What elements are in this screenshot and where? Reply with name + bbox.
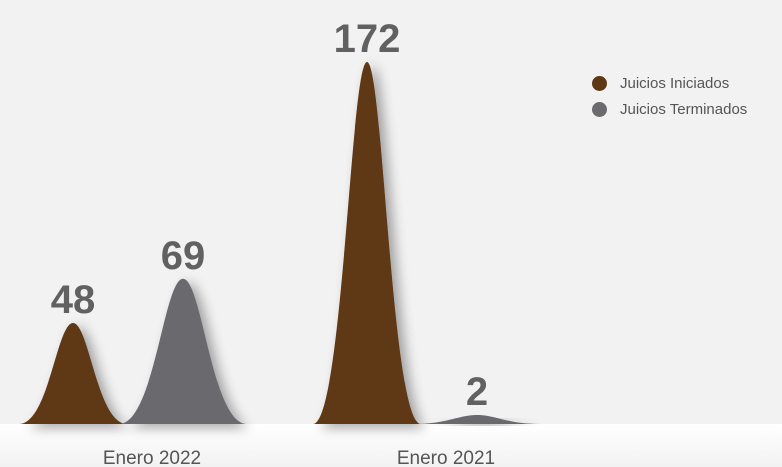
value-label-terminados-0: 69 (161, 234, 206, 278)
legend-item-terminados[interactable]: Juicios Terminados (592, 96, 778, 122)
legend: Juicios Iniciados Juicios Terminados (592, 70, 778, 122)
peak-terminados-1 (413, 415, 541, 424)
category-label-0: Enero 2022 (103, 448, 201, 467)
value-labels-group: 48 69 172 2 (51, 17, 488, 414)
floor-band (0, 424, 782, 467)
legend-dot-terminados (592, 101, 607, 117)
peak-terminados-0 (119, 278, 247, 424)
peak-iniciados-0 (19, 322, 127, 424)
peaks-group (19, 62, 541, 424)
peak-iniciados-1 (313, 62, 421, 424)
legend-dot-iniciados (592, 75, 607, 91)
legend-label-iniciados: Juicios Iniciados (620, 74, 730, 92)
category-labels-group: Enero 2022 Enero 2021 (103, 448, 495, 467)
legend-label-terminados: Juicios Terminados (620, 100, 748, 118)
value-label-terminados-1: 2 (466, 370, 488, 414)
legend-item-iniciados[interactable]: Juicios Iniciados (592, 70, 778, 96)
category-label-1: Enero 2021 (397, 448, 495, 467)
value-label-iniciados-0: 48 (51, 278, 96, 322)
value-label-iniciados-1: 172 (334, 17, 401, 61)
